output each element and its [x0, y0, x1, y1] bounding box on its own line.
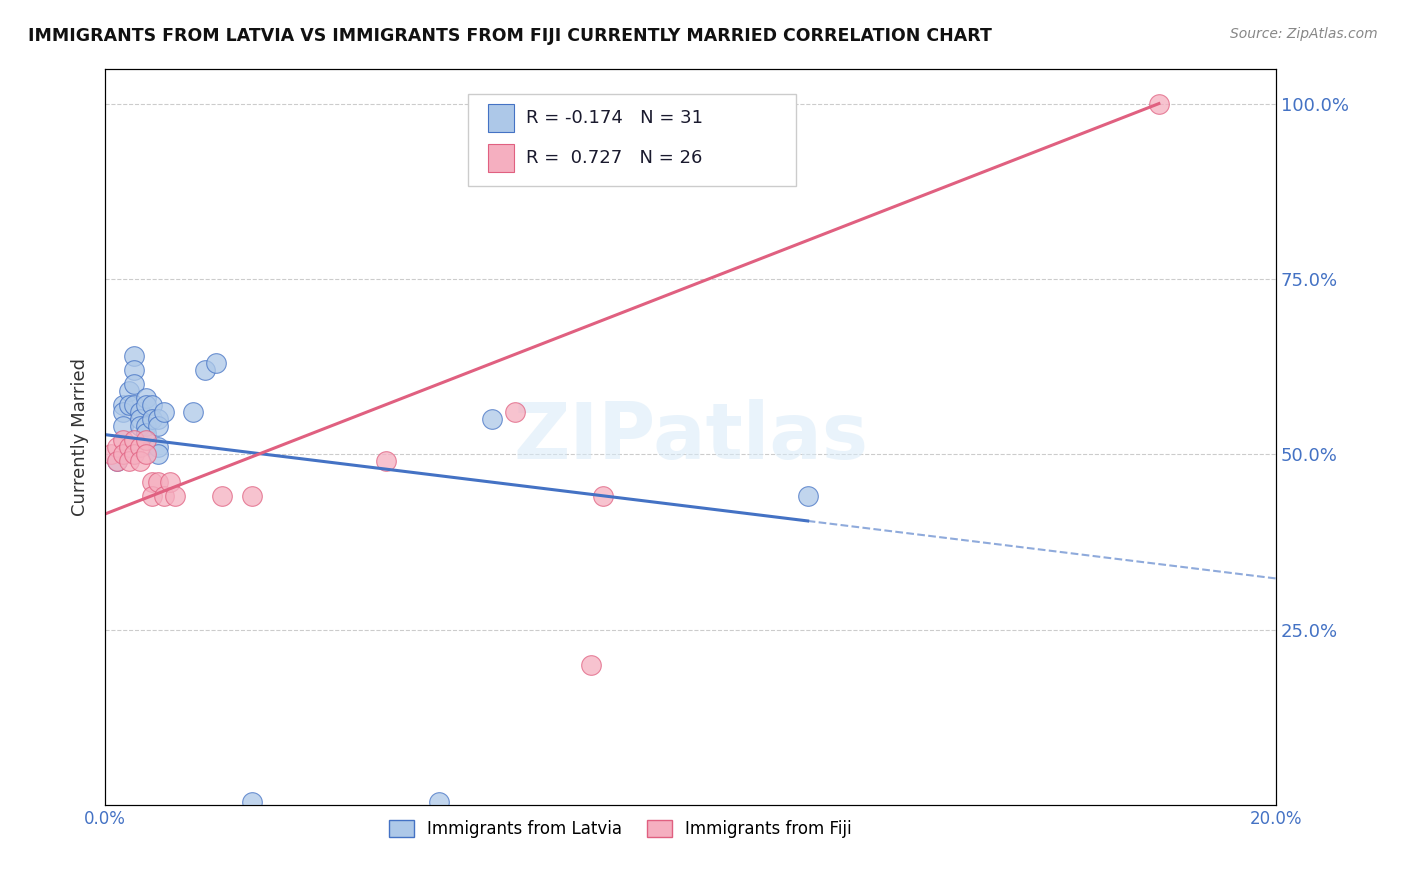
- FancyBboxPatch shape: [488, 103, 513, 132]
- Point: [124, 377, 146, 392]
- Point: [117, 454, 139, 468]
- Point: [111, 405, 134, 419]
- Point: [427, 795, 450, 809]
- Legend: Immigrants from Latvia, Immigrants from Fiji: Immigrants from Latvia, Immigrants from …: [382, 813, 859, 845]
- Point: [159, 475, 181, 490]
- Text: ZIPatlas: ZIPatlas: [513, 399, 868, 475]
- Point: [141, 475, 163, 490]
- Point: [111, 398, 134, 412]
- Point: [135, 398, 157, 412]
- Point: [579, 657, 602, 672]
- Point: [146, 475, 169, 490]
- Point: [165, 489, 187, 503]
- Point: [194, 363, 217, 377]
- Point: [124, 447, 146, 461]
- Point: [240, 795, 263, 809]
- Point: [129, 419, 152, 434]
- Point: [135, 391, 157, 405]
- Text: IMMIGRANTS FROM LATVIA VS IMMIGRANTS FROM FIJI CURRENTLY MARRIED CORRELATION CHA: IMMIGRANTS FROM LATVIA VS IMMIGRANTS FRO…: [28, 27, 993, 45]
- Point: [152, 405, 174, 419]
- Point: [129, 454, 152, 468]
- FancyBboxPatch shape: [468, 95, 796, 186]
- Point: [111, 434, 134, 448]
- Point: [141, 412, 163, 426]
- Point: [1147, 96, 1170, 111]
- Point: [129, 412, 152, 426]
- Text: R = -0.174   N = 31: R = -0.174 N = 31: [526, 109, 703, 127]
- Point: [117, 384, 139, 399]
- Point: [181, 405, 204, 419]
- Point: [146, 447, 169, 461]
- Point: [146, 440, 169, 454]
- Point: [124, 349, 146, 363]
- Point: [117, 440, 139, 454]
- Point: [100, 447, 122, 461]
- Point: [152, 489, 174, 503]
- Point: [124, 398, 146, 412]
- Point: [240, 489, 263, 503]
- Point: [146, 419, 169, 434]
- Point: [111, 419, 134, 434]
- Point: [135, 419, 157, 434]
- Point: [124, 434, 146, 448]
- Point: [129, 440, 152, 454]
- Point: [211, 489, 233, 503]
- Text: R =  0.727   N = 26: R = 0.727 N = 26: [526, 149, 702, 167]
- Point: [124, 363, 146, 377]
- FancyBboxPatch shape: [488, 144, 513, 171]
- Point: [129, 405, 152, 419]
- Text: Source: ZipAtlas.com: Source: ZipAtlas.com: [1230, 27, 1378, 41]
- Point: [375, 454, 398, 468]
- Point: [117, 398, 139, 412]
- Point: [135, 447, 157, 461]
- Point: [105, 440, 128, 454]
- Point: [141, 398, 163, 412]
- Point: [503, 405, 526, 419]
- Point: [111, 447, 134, 461]
- Point: [592, 489, 614, 503]
- Y-axis label: Currently Married: Currently Married: [72, 358, 89, 516]
- Point: [481, 412, 503, 426]
- Point: [205, 356, 228, 370]
- Point: [141, 489, 163, 503]
- Point: [135, 426, 157, 441]
- Point: [105, 454, 128, 468]
- Point: [135, 434, 157, 448]
- Point: [105, 454, 128, 468]
- Point: [796, 489, 818, 503]
- Point: [146, 412, 169, 426]
